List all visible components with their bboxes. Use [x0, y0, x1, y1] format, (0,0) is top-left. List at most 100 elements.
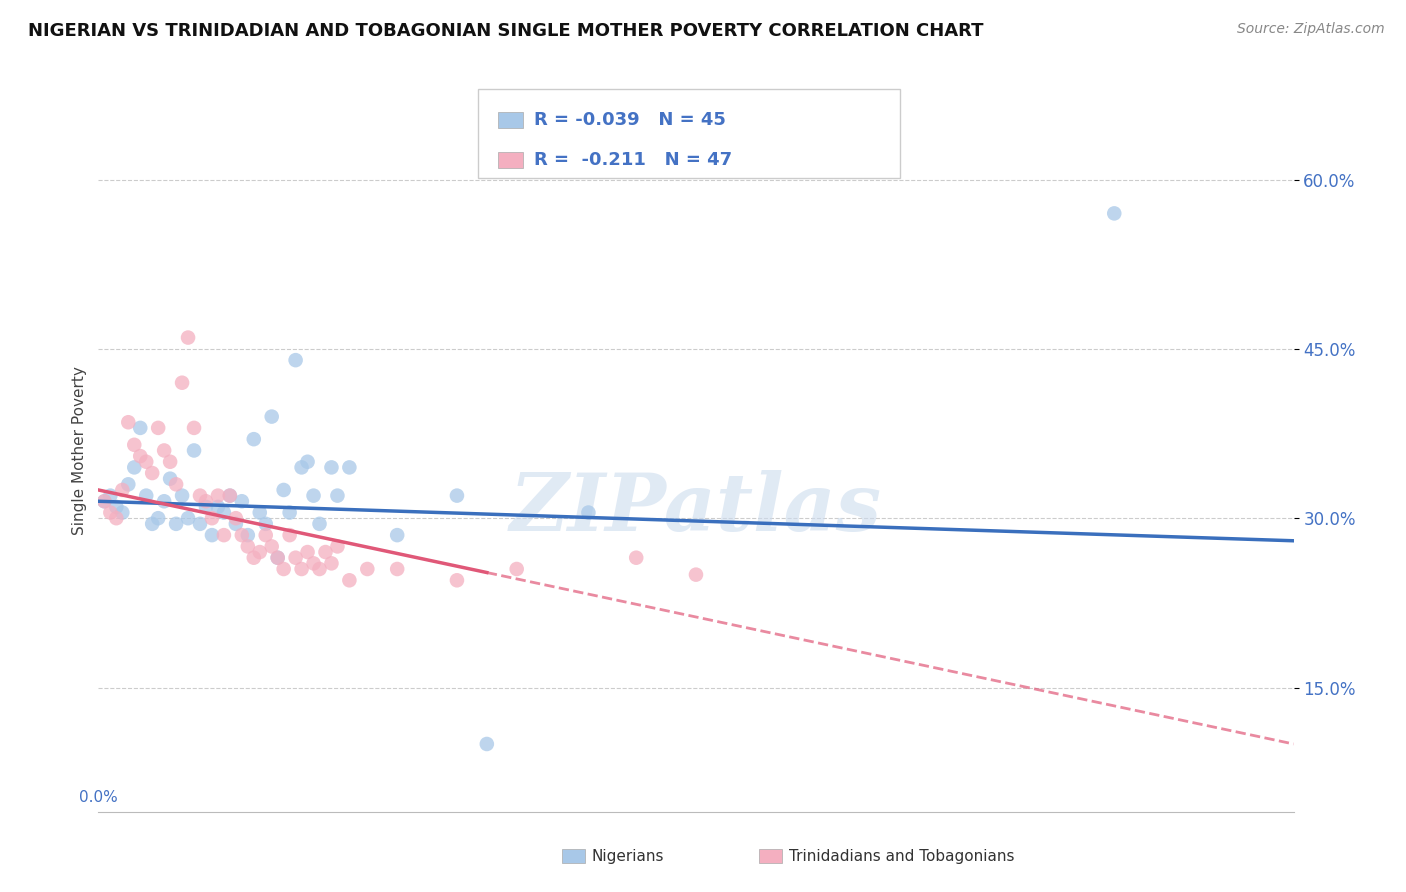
Point: [446, 489, 468, 503]
Point: [273, 483, 295, 497]
Point: [124, 460, 146, 475]
Point: [326, 489, 349, 503]
Point: [165, 516, 187, 531]
Point: [225, 516, 247, 531]
Point: [129, 421, 152, 435]
Point: [98, 489, 122, 503]
Point: [243, 550, 266, 565]
Point: [267, 550, 290, 565]
Point: [278, 506, 301, 520]
Point: [124, 438, 146, 452]
Text: R =  -0.211   N = 47: R = -0.211 N = 47: [534, 151, 733, 169]
Point: [219, 489, 242, 503]
Text: ZIPatlas: ZIPatlas: [510, 469, 882, 547]
Point: [236, 540, 259, 554]
Point: [172, 489, 194, 503]
Point: [153, 443, 176, 458]
Point: [321, 557, 343, 571]
Point: [135, 455, 157, 469]
Point: [212, 506, 235, 520]
Point: [188, 489, 211, 503]
Point: [177, 330, 200, 344]
Point: [183, 421, 205, 435]
Point: [326, 540, 349, 554]
Point: [339, 460, 361, 475]
Point: [236, 528, 259, 542]
Point: [385, 528, 409, 542]
Point: [141, 516, 163, 531]
Point: [231, 528, 253, 542]
Point: [291, 460, 314, 475]
Point: [260, 540, 283, 554]
Point: [1104, 206, 1126, 220]
Point: [273, 562, 295, 576]
Text: R = -0.039   N = 45: R = -0.039 N = 45: [534, 111, 725, 128]
Point: [308, 562, 330, 576]
Point: [207, 489, 229, 503]
Point: [685, 567, 707, 582]
Point: [117, 415, 139, 429]
Point: [148, 421, 170, 435]
Point: [284, 353, 307, 368]
Point: [578, 506, 600, 520]
Point: [506, 562, 529, 576]
Point: [111, 483, 134, 497]
Point: [153, 494, 176, 508]
Text: Nigerians: Nigerians: [592, 849, 665, 863]
Point: [291, 562, 314, 576]
Text: NIGERIAN VS TRINIDADIAN AND TOBAGONIAN SINGLE MOTHER POVERTY CORRELATION CHART: NIGERIAN VS TRINIDADIAN AND TOBAGONIAN S…: [28, 22, 984, 40]
Point: [129, 449, 152, 463]
Point: [302, 489, 325, 503]
Point: [165, 477, 187, 491]
Point: [188, 516, 211, 531]
Point: [626, 550, 648, 565]
Point: [297, 545, 319, 559]
Point: [249, 545, 271, 559]
Point: [195, 500, 218, 514]
Text: Source: ZipAtlas.com: Source: ZipAtlas.com: [1237, 22, 1385, 37]
Point: [105, 511, 128, 525]
Point: [98, 506, 122, 520]
Text: Trinidadians and Tobagonians: Trinidadians and Tobagonians: [789, 849, 1014, 863]
Point: [278, 528, 301, 542]
Point: [159, 472, 181, 486]
Point: [177, 511, 200, 525]
Point: [254, 516, 277, 531]
Point: [212, 528, 235, 542]
Point: [105, 500, 128, 514]
Point: [475, 737, 498, 751]
Point: [356, 562, 378, 576]
Point: [117, 477, 139, 491]
Point: [159, 455, 181, 469]
Y-axis label: Single Mother Poverty: Single Mother Poverty: [72, 366, 87, 535]
Point: [302, 557, 325, 571]
Point: [201, 511, 224, 525]
Point: [172, 376, 194, 390]
Point: [93, 494, 115, 508]
Point: [339, 574, 361, 588]
Point: [201, 528, 224, 542]
Point: [225, 511, 247, 525]
Point: [254, 528, 277, 542]
Point: [267, 550, 290, 565]
Text: 0.0%: 0.0%: [79, 790, 118, 805]
Point: [385, 562, 409, 576]
Point: [321, 460, 343, 475]
Point: [93, 494, 115, 508]
Point: [446, 574, 468, 588]
Point: [297, 455, 319, 469]
Point: [308, 516, 330, 531]
Point: [219, 489, 242, 503]
Point: [111, 506, 134, 520]
Point: [315, 545, 337, 559]
Point: [231, 494, 253, 508]
Point: [284, 550, 307, 565]
Point: [135, 489, 157, 503]
Point: [148, 511, 170, 525]
Point: [195, 494, 218, 508]
Point: [183, 443, 205, 458]
Point: [207, 500, 229, 514]
Point: [260, 409, 283, 424]
Point: [249, 506, 271, 520]
Point: [141, 466, 163, 480]
